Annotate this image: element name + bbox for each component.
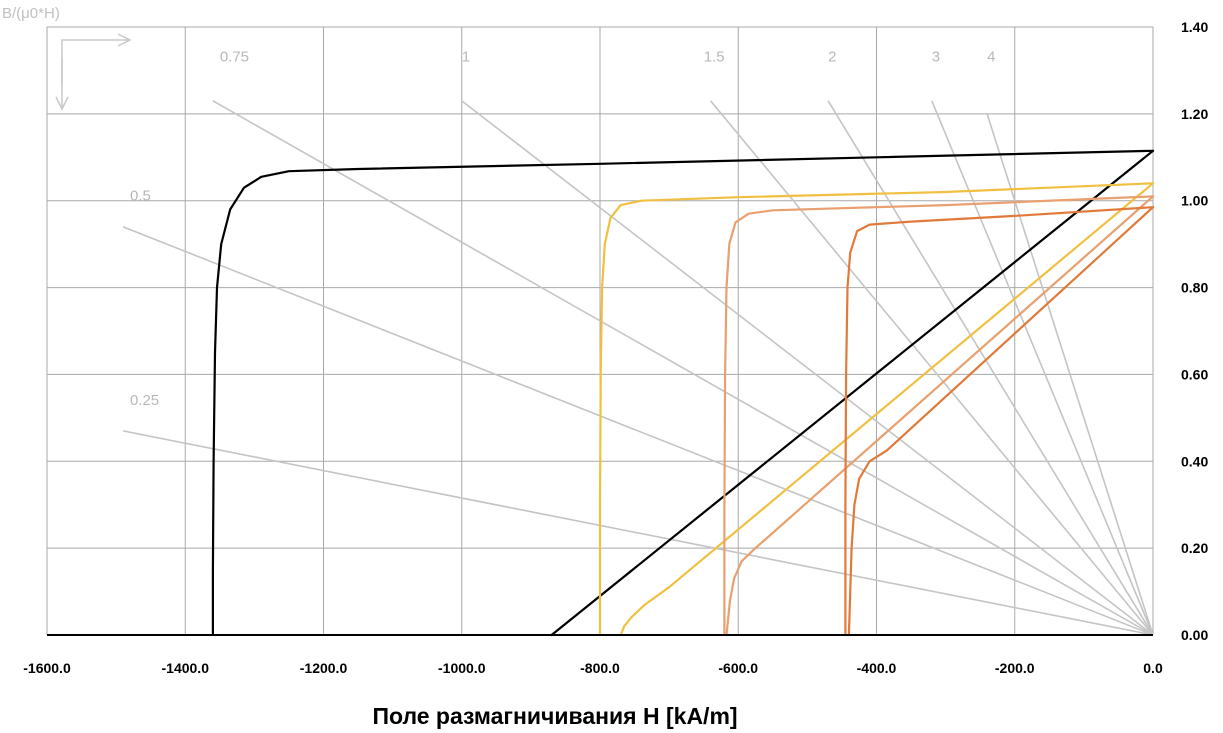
- load-line-4: [986, 113, 1154, 636]
- y-tick-label: 0.40: [1181, 453, 1208, 469]
- load-line-label: 0.25: [130, 392, 159, 409]
- load-line-label: 0.5: [130, 188, 151, 205]
- curve-4: [723, 195, 1155, 637]
- y-tick-label: 0.00: [1181, 627, 1208, 643]
- x-tick-label: 0.0: [1143, 660, 1163, 676]
- y-tick-label: 1.00: [1181, 193, 1208, 209]
- curve-7: [847, 206, 1155, 637]
- y-axis-label: B/(μ0*H): [2, 5, 60, 22]
- load-lines: [122, 100, 1154, 636]
- load-line-3: [931, 100, 1154, 636]
- load-line-0.25: [122, 430, 1154, 636]
- load-line-label: 1: [462, 49, 470, 66]
- load-line-2: [827, 100, 1154, 636]
- load-line-label: 2: [828, 49, 836, 66]
- x-tick-label: -600.0: [718, 660, 758, 676]
- y-tick-labels: 0.00 0.20 0.40 0.60 0.80 1.00 1.20 1.40: [1181, 19, 1208, 643]
- load-line-label: 1.5: [704, 49, 725, 66]
- x-tick-label: -800.0: [580, 660, 620, 676]
- curve-2: [598, 182, 1155, 637]
- x-tick-label: -200.0: [995, 660, 1035, 676]
- curve-1: [550, 149, 1155, 637]
- y-tick-label: 1.40: [1181, 19, 1208, 35]
- y-tick-label: 1.20: [1181, 106, 1208, 122]
- curve-0: [211, 149, 1155, 637]
- load-line-label: 0.75: [220, 49, 249, 66]
- demagnetization-curves: [211, 149, 1155, 637]
- load-line-label: 4: [987, 49, 995, 66]
- x-tick-label: -1600.0: [23, 660, 71, 676]
- x-tick-label: -1400.0: [162, 660, 210, 676]
- y-tick-label: 0.20: [1181, 540, 1208, 556]
- y-tick-label: 0.60: [1181, 366, 1208, 382]
- load-line-labels: 0.25 0.5 0.75 1 1.5 2 3 4: [130, 49, 995, 409]
- load-line-1: [461, 100, 1154, 636]
- x-tick-label: -1000.0: [438, 660, 486, 676]
- x-tick-labels: -1600.0 -1400.0 -1200.0 -1000.0 -800.0 -600.0…: [23, 660, 1163, 676]
- x-axis-label: Поле размагничивания H [kA/m]: [372, 703, 737, 729]
- curve-3: [619, 182, 1155, 637]
- load-line-0.75: [212, 100, 1154, 636]
- y-tick-label: 0.80: [1181, 280, 1208, 296]
- x-tick-label: -400.0: [857, 660, 897, 676]
- load-line-label: 3: [932, 49, 940, 66]
- direction-arrows-icon: [55, 33, 132, 111]
- curve-6: [844, 206, 1155, 637]
- load-line-0.5: [122, 226, 1154, 636]
- x-tick-label: -1200.0: [300, 660, 348, 676]
- curve-5: [725, 195, 1155, 637]
